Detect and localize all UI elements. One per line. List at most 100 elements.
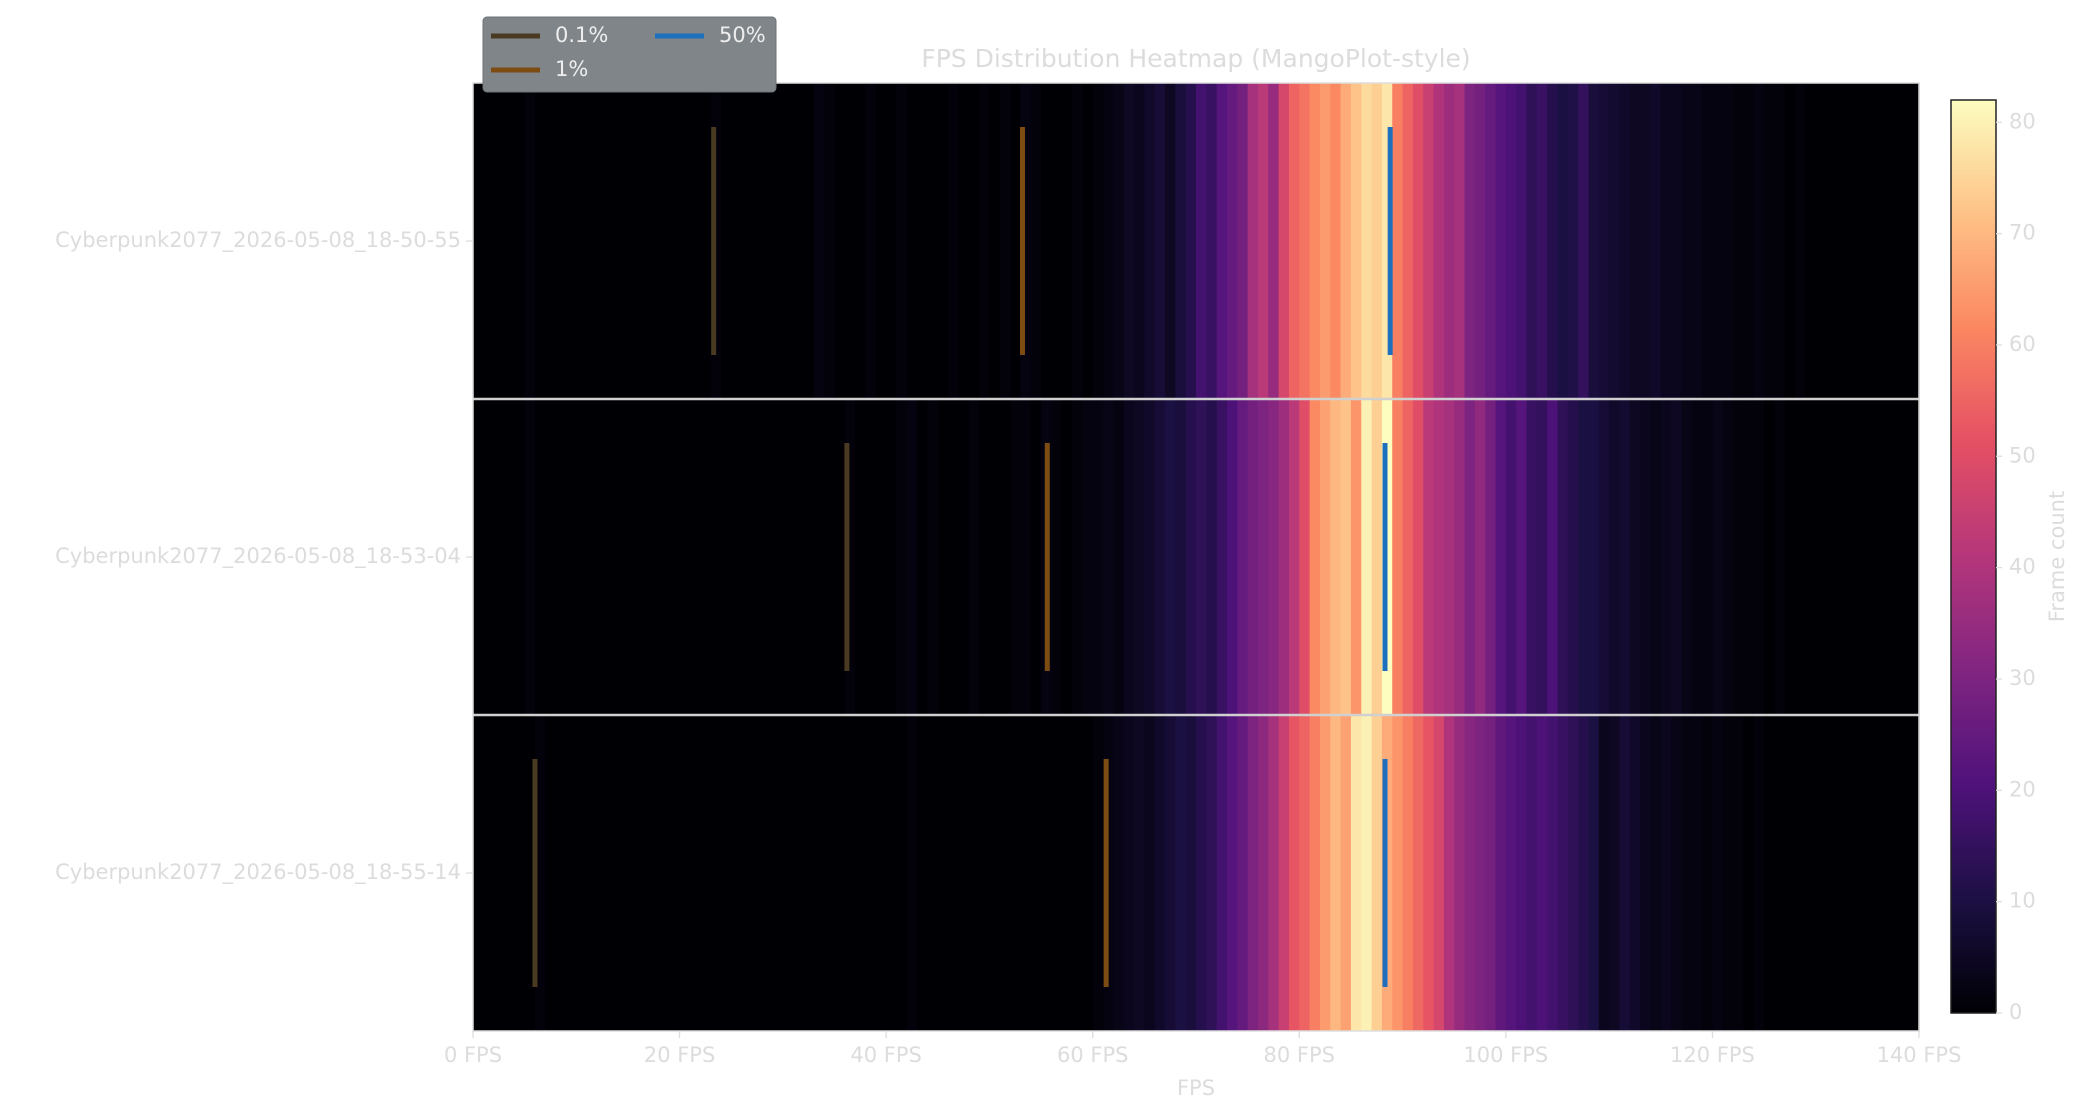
heatmap-cell <box>1485 83 1497 399</box>
heatmap-cell <box>937 399 949 715</box>
heatmap-cell <box>1350 715 1362 1031</box>
plot-frame <box>472 82 1920 1032</box>
heatmap-cell <box>1733 715 1745 1031</box>
heatmap-cell <box>1185 715 1197 1031</box>
heatmap-cell <box>927 399 939 715</box>
heatmap-cell <box>1516 715 1528 1031</box>
heatmap-cell <box>473 715 484 1031</box>
heatmap-cell <box>1733 399 1745 715</box>
heatmap-cell <box>1536 399 1548 715</box>
x-tick-label: 40 FPS <box>850 1043 921 1067</box>
heatmap-cell <box>1257 83 1269 399</box>
heatmap-cell <box>627 83 639 399</box>
heatmap-cell <box>1846 715 1858 1031</box>
heatmap-cell <box>1041 715 1052 1031</box>
heatmap-cell <box>989 399 1001 715</box>
heatmap-cell <box>958 715 970 1031</box>
colorbar-tick-label: 10 <box>2009 889 2036 913</box>
heatmap-cell <box>1082 715 1094 1031</box>
heatmap-cell <box>1640 399 1652 715</box>
heatmap-cell <box>1412 399 1424 715</box>
heatmap-cell <box>1805 715 1817 1031</box>
heatmap-cell <box>1495 715 1507 1031</box>
heatmap-cell <box>762 399 774 715</box>
heatmap-cell <box>1588 399 1600 715</box>
heatmap-cell <box>865 399 877 715</box>
heatmap-cell <box>565 399 577 715</box>
heatmap-cell <box>607 399 619 715</box>
heatmap-cell <box>1051 399 1063 715</box>
heatmap-cell <box>1857 399 1868 715</box>
heatmap-cell <box>979 83 991 399</box>
heatmap-cell <box>896 399 908 715</box>
heatmap-cell <box>1733 83 1745 399</box>
heatmap-cell <box>1712 83 1724 399</box>
heatmap-cell <box>772 399 784 715</box>
heatmap-cell <box>1598 399 1610 715</box>
heatmap-cell <box>1092 83 1104 399</box>
heatmap-cell <box>1041 83 1052 399</box>
heatmap-cell <box>1846 83 1858 399</box>
heatmap-cell <box>1319 399 1331 715</box>
heatmap-cell <box>1196 399 1207 715</box>
heatmap-cell <box>1268 715 1280 1031</box>
heatmap-cell <box>1288 399 1300 715</box>
heatmap-cell <box>1619 715 1631 1031</box>
heatmap-cell <box>999 715 1011 1031</box>
heatmap-cell <box>1557 399 1569 715</box>
heatmap-cell <box>1908 715 1920 1031</box>
heatmap-cell <box>617 83 629 399</box>
heatmap-cell <box>1722 715 1734 1031</box>
heatmap-cell <box>1412 715 1424 1031</box>
heatmap-cell <box>855 83 867 399</box>
heatmap-cell <box>638 399 650 715</box>
heatmap-cell <box>1867 399 1879 715</box>
heatmap-cell <box>1505 83 1517 399</box>
heatmap-cell <box>793 399 805 715</box>
heatmap-cell <box>596 83 608 399</box>
heatmap-cell <box>658 399 670 715</box>
heatmap-cell <box>1226 399 1238 715</box>
heatmap-cell <box>1268 83 1280 399</box>
heatmap-cell <box>1247 715 1259 1031</box>
heatmap-cell <box>1795 399 1806 715</box>
heatmap-cell <box>1381 83 1393 399</box>
heatmap-cell <box>772 715 784 1031</box>
heatmap-cell <box>824 399 836 715</box>
heatmap-cell <box>1082 399 1094 715</box>
heatmap-cell <box>1650 399 1662 715</box>
heatmap-cell <box>473 83 484 399</box>
heatmap-cell <box>545 83 557 399</box>
heatmap-cell <box>844 399 856 715</box>
heatmap-cell <box>1888 715 1899 1031</box>
heatmap-cell <box>503 83 515 399</box>
heatmap-cell <box>834 715 846 1031</box>
heatmap-cell <box>844 83 856 399</box>
heatmap-cell <box>1784 399 1796 715</box>
heatmap-cell <box>1877 83 1889 399</box>
heatmap-cell <box>1805 399 1817 715</box>
x-axis-label: FPS <box>1177 1076 1215 1100</box>
heatmap-cell <box>1908 83 1920 399</box>
heatmap-cell <box>555 715 567 1031</box>
heatmap-cell <box>751 715 763 1031</box>
heatmap-cell <box>782 83 794 399</box>
heatmap-cell <box>958 399 970 715</box>
heatmap-cell <box>1350 399 1362 715</box>
heatmap-cell <box>1371 715 1383 1031</box>
heatmap-cell <box>1330 715 1342 1031</box>
heatmap-cell <box>720 83 732 399</box>
heatmap-cell <box>1795 715 1806 1031</box>
heatmap-cell <box>1547 715 1559 1031</box>
heatmap-cell <box>1299 399 1311 715</box>
heatmap-cell <box>1361 83 1373 399</box>
heatmap-cell <box>813 399 825 715</box>
heatmap-cell <box>1051 715 1063 1031</box>
heatmap-cell <box>586 399 598 715</box>
heatmap-cell <box>1671 83 1683 399</box>
colorbar-tick-label: 50 <box>2009 443 2036 467</box>
heatmap-cell <box>1567 715 1579 1031</box>
heatmap-cell <box>927 715 939 1031</box>
heatmap-cell <box>720 715 732 1031</box>
heatmap-cell <box>1815 83 1827 399</box>
